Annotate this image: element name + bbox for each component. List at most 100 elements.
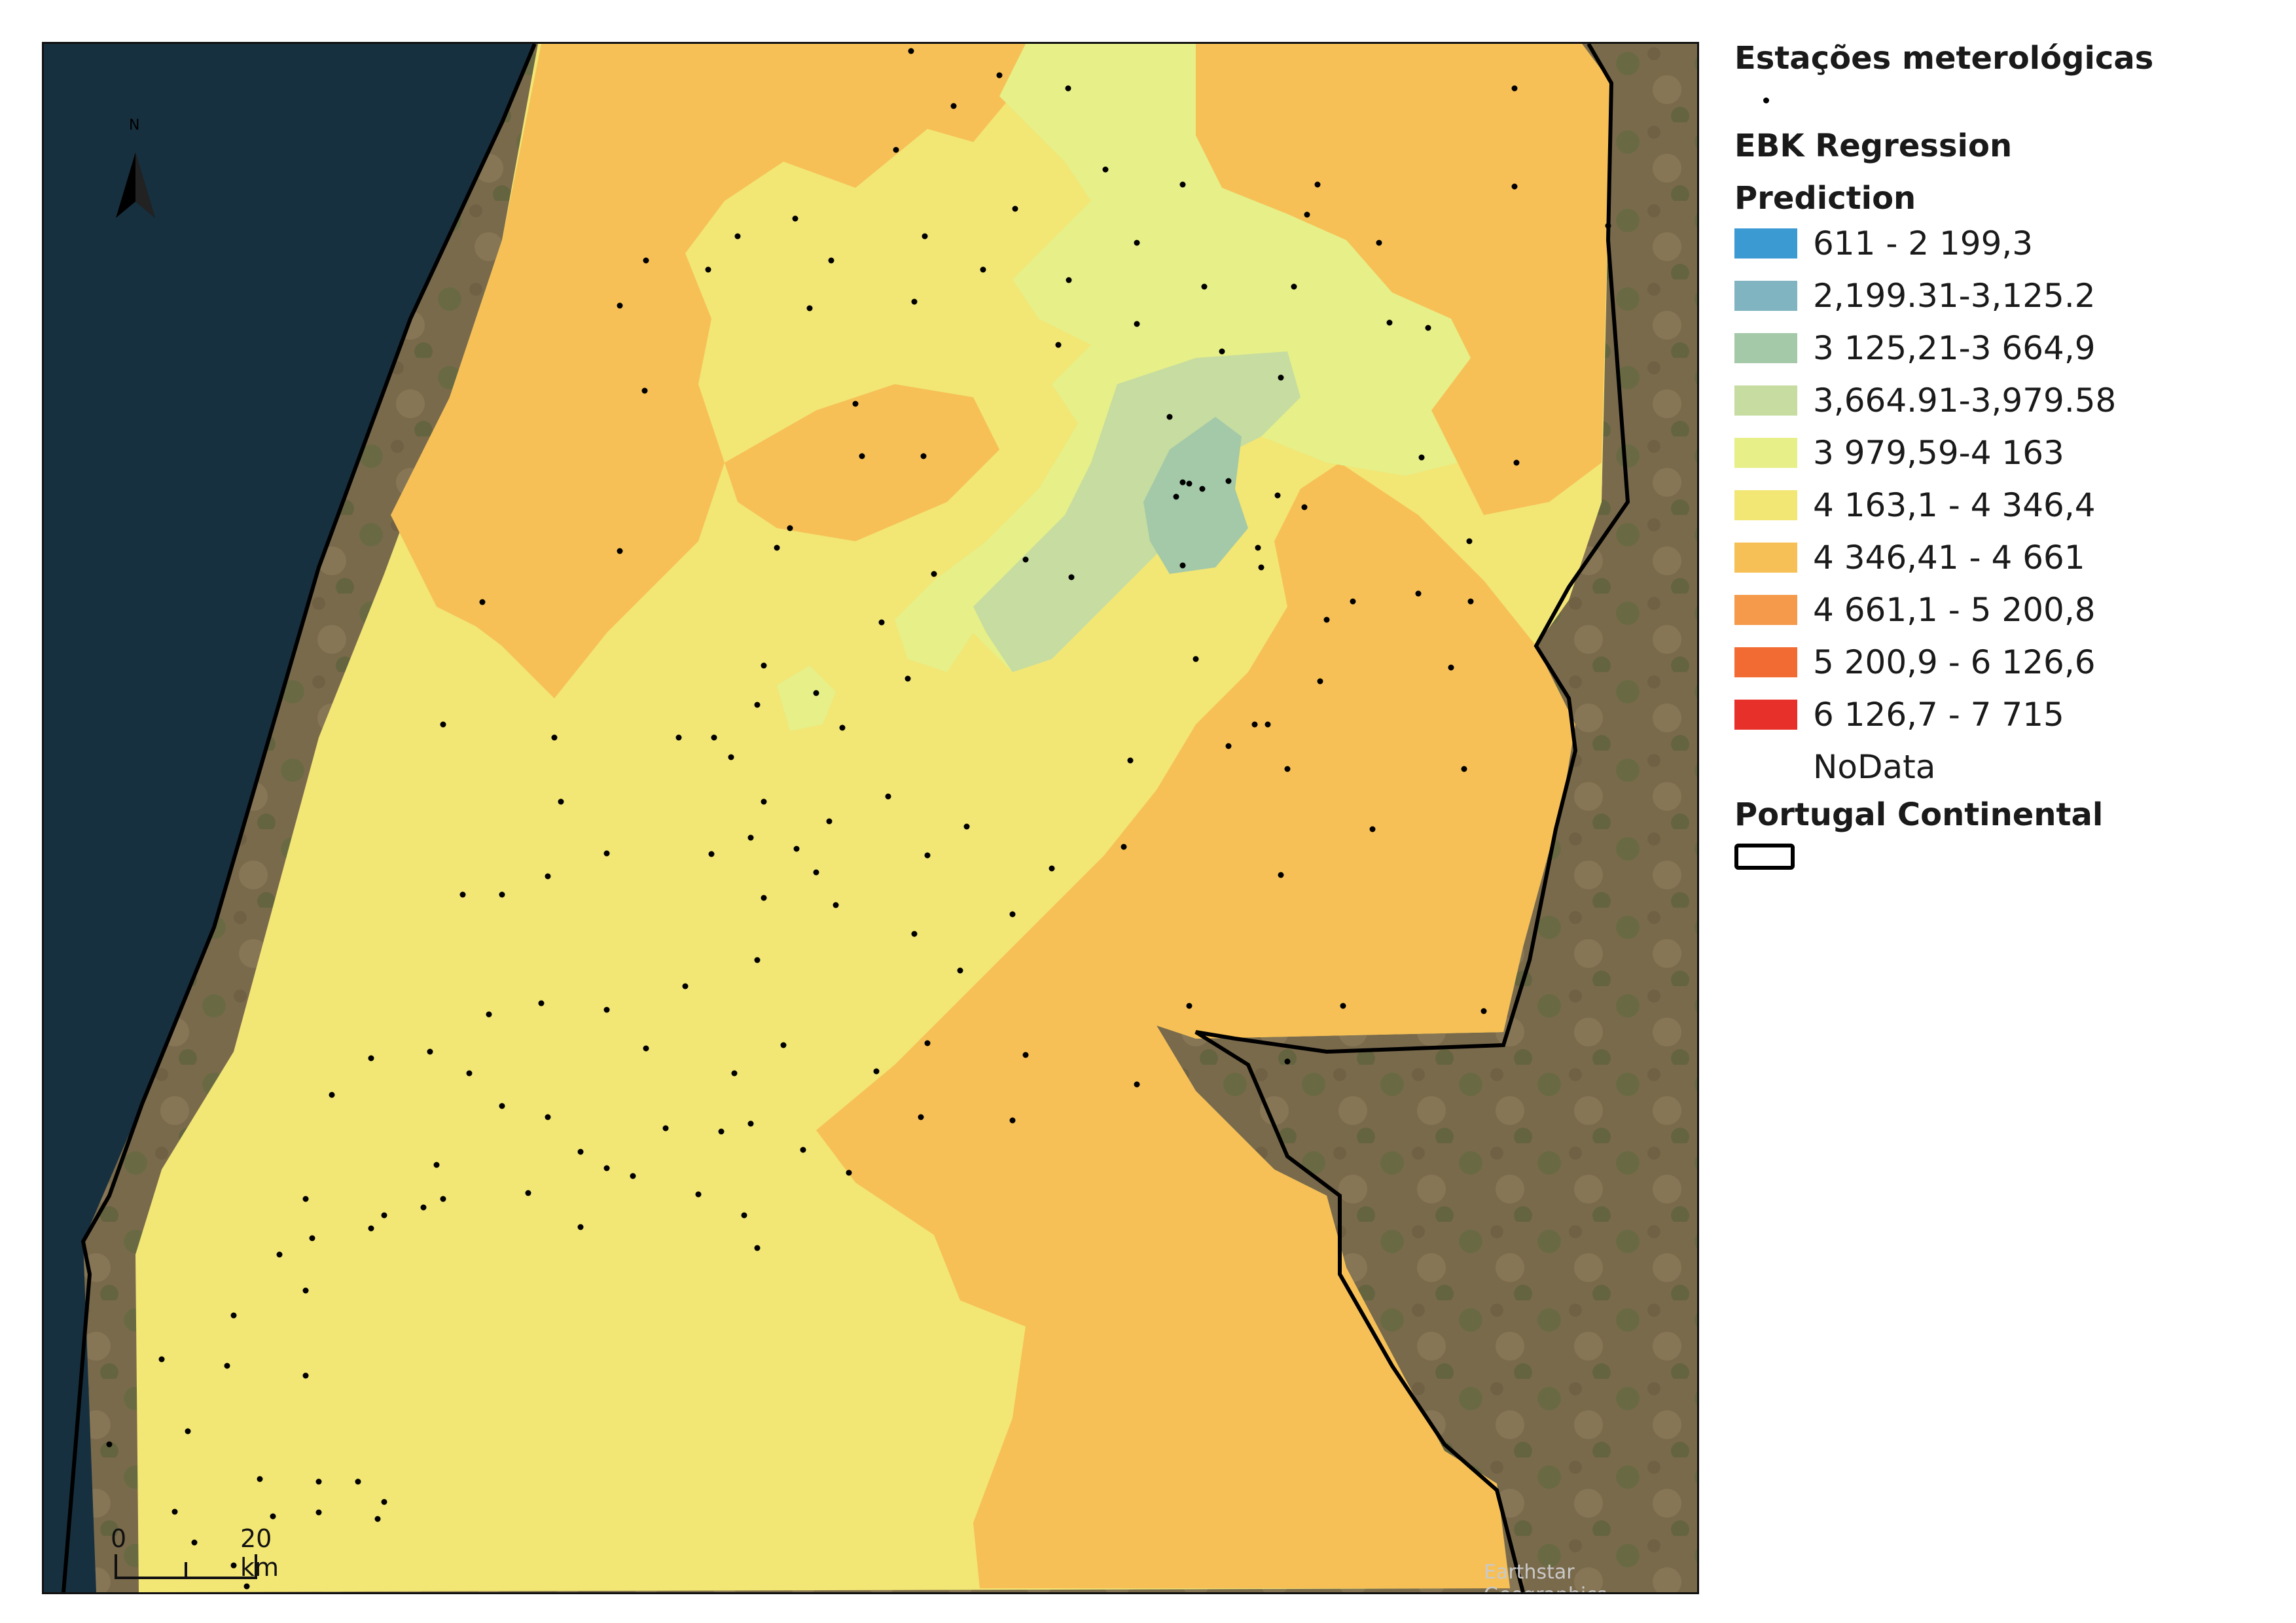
weather-station-point [1513, 459, 1520, 466]
weather-station-point [1134, 1081, 1140, 1088]
legend-ebk-title: EBK Regression [1734, 128, 2013, 164]
legend-class-swatch [1734, 228, 1797, 259]
weather-station-point [1376, 240, 1382, 246]
weather-station-point [1323, 616, 1330, 623]
weather-station-point [302, 1287, 309, 1294]
weather-station-point [1317, 678, 1323, 685]
weather-station-point [846, 1169, 852, 1176]
weather-station-point [1350, 598, 1356, 605]
weather-station-point [433, 1162, 440, 1168]
weather-station-point [1012, 205, 1018, 212]
weather-station-point [1134, 240, 1140, 246]
scale-bar: 0 20 km [111, 1524, 279, 1582]
legend-class-row: 3 125,21-3 664,9 [1734, 322, 2271, 374]
prediction-zone-orange-central [725, 384, 999, 541]
weather-station-point [1068, 574, 1075, 580]
prediction-map[interactable] [44, 44, 1697, 1592]
weather-station-point [1186, 480, 1193, 487]
weather-station-point [878, 619, 885, 626]
prediction-zone-lightgreen [895, 44, 1471, 672]
legend-stations-title: Estações meterológicas [1734, 40, 2154, 77]
legend-class-swatch [1734, 333, 1797, 363]
legend-class-label: 3 125,21-3 664,9 [1813, 329, 2096, 367]
weather-station-point [761, 662, 767, 669]
weather-station-point [793, 846, 800, 852]
weather-station-point [741, 1212, 747, 1219]
weather-station-point [1461, 766, 1467, 772]
weather-station-point [747, 834, 754, 841]
legend-classes: 611 - 2 199,3 2,199.31-3,125.2 3 125,21-3 … [1734, 217, 2271, 741]
weather-station-point [545, 1114, 551, 1120]
weather-station-point [1173, 493, 1179, 500]
weather-station-point [1605, 223, 1611, 229]
nodata-swatch [1734, 752, 1797, 782]
weather-station-point [1466, 538, 1473, 544]
weather-station-point [1225, 478, 1232, 484]
legend-class-row: 5 200,9 - 6 126,6 [1734, 636, 2271, 688]
weather-station-point [1291, 283, 1297, 290]
prediction-zone-orange-east [816, 463, 1575, 1588]
legend-class-swatch [1734, 490, 1797, 520]
weather-station-point [908, 48, 914, 54]
weather-station-point [918, 1114, 924, 1120]
weather-station-point [787, 525, 793, 531]
weather-station-point [1467, 598, 1474, 605]
weather-station-point [924, 1040, 931, 1046]
weather-station-point [1480, 1008, 1487, 1014]
legend-class-row: 4 163,1 - 4 346,4 [1734, 479, 2271, 531]
weather-station-point [950, 103, 957, 109]
weather-station-point [754, 702, 761, 708]
weather-station-point [1009, 911, 1016, 918]
weather-station-point [728, 754, 734, 760]
legend-class-label: 2,199.31-3,125.2 [1813, 277, 2096, 315]
weather-station-point [1274, 492, 1281, 499]
weather-station-point [813, 690, 819, 696]
weather-station-point [675, 734, 682, 741]
weather-station-point [1284, 766, 1291, 772]
weather-station-point [1009, 1117, 1016, 1124]
map-frame[interactable]: N 0 20 km Earthstar Geographics [42, 42, 1699, 1594]
weather-station-point [1304, 211, 1310, 218]
legend-station-symbol [1734, 77, 2271, 123]
prediction-zone-orange-west-pocket [410, 541, 607, 698]
weather-station-point [893, 147, 899, 153]
weather-station-point [731, 1070, 738, 1077]
north-arrow-label: N [129, 117, 140, 134]
weather-station-point [486, 1011, 492, 1018]
weather-station-point [1066, 277, 1072, 283]
legend-class-swatch [1734, 700, 1797, 730]
prediction-zone-lightgreen-small [777, 666, 836, 731]
weather-station-point [931, 571, 937, 577]
weather-station-point [185, 1428, 191, 1435]
weather-station-point [643, 1045, 649, 1052]
weather-station-point [1022, 1052, 1029, 1058]
weather-station-point [705, 266, 711, 273]
weather-station-point [603, 850, 610, 857]
legend-class-row: 4 661,1 - 5 200,8 [1734, 584, 2271, 636]
weather-station-point [171, 1508, 178, 1515]
weather-station-point [792, 215, 798, 222]
weather-station-point [355, 1478, 361, 1485]
legend-class-label: 6 126,7 - 7 715 [1813, 696, 2064, 734]
boundary-outline-swatch [1734, 844, 1795, 870]
legend-class-label: 3 979,59-4 163 [1813, 434, 2064, 472]
legend-boundary-row [1734, 834, 2271, 880]
weather-station-point [806, 305, 813, 312]
weather-station-point [996, 72, 1003, 79]
weather-station-point [224, 1363, 230, 1369]
scale-bar-end-label: 20 km [240, 1524, 279, 1582]
weather-station-point [963, 823, 970, 830]
legend-class-label: 5 200,9 - 6 126,6 [1813, 643, 2096, 681]
weather-station-point [905, 675, 911, 682]
weather-station-point [158, 1356, 165, 1363]
weather-station-point [329, 1092, 335, 1098]
legend-class-swatch [1734, 385, 1797, 416]
scale-bar-start-label: 0 [111, 1524, 127, 1553]
weather-station-point [315, 1478, 322, 1485]
weather-station-point [1255, 544, 1261, 551]
weather-station-point [662, 1125, 669, 1132]
legend-class-swatch [1734, 281, 1797, 311]
weather-station-point [1278, 374, 1284, 381]
weather-station-point [1314, 181, 1321, 188]
north-arrow: N [109, 113, 162, 224]
